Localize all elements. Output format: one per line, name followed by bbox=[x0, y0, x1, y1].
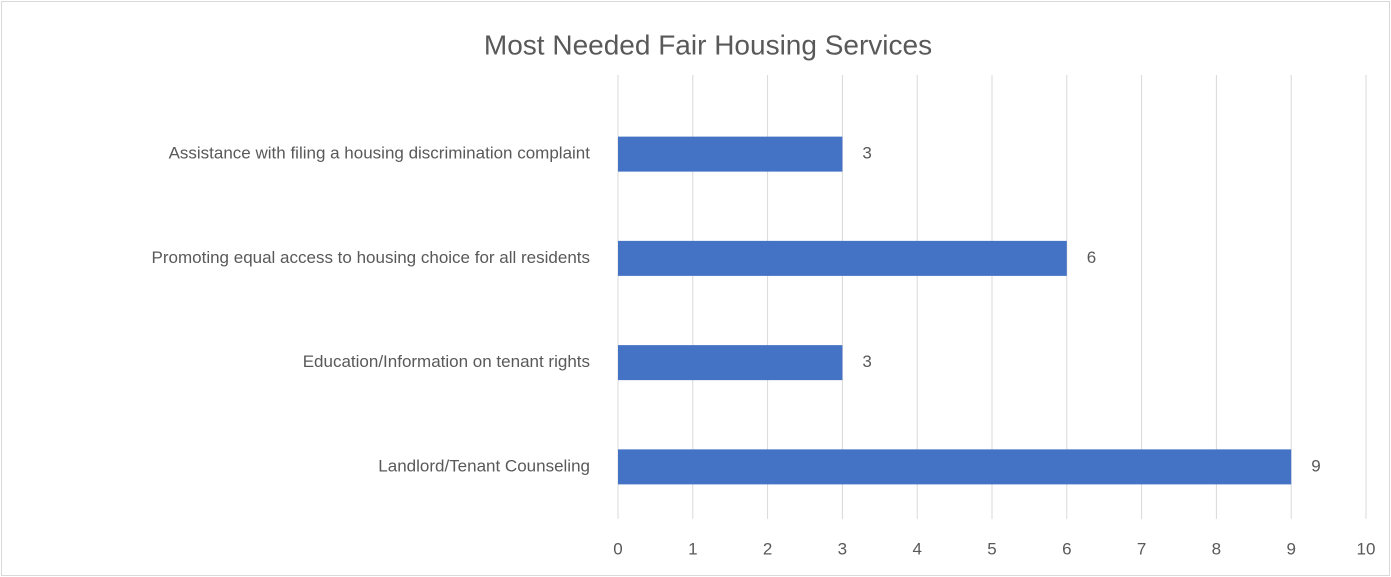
x-tick-label: 4 bbox=[912, 539, 921, 558]
bar bbox=[618, 345, 843, 381]
x-tick-label: 7 bbox=[1137, 539, 1146, 558]
x-tick-label: 6 bbox=[1062, 539, 1071, 558]
x-tick-label: 10 bbox=[1357, 539, 1376, 558]
bar bbox=[618, 136, 843, 172]
x-tick-label: 5 bbox=[987, 539, 996, 558]
data-label: 3 bbox=[862, 352, 871, 371]
data-label: 6 bbox=[1087, 248, 1096, 267]
data-label: 9 bbox=[1311, 456, 1320, 475]
x-tick-label: 1 bbox=[688, 539, 697, 558]
y-tick-label: Education/Information on tenant rights bbox=[303, 352, 590, 371]
data-label: 3 bbox=[862, 144, 871, 163]
x-tick-label: 2 bbox=[763, 539, 772, 558]
chart-title: Most Needed Fair Housing Services bbox=[484, 29, 932, 60]
y-tick-label: Promoting equal access to housing choice… bbox=[152, 248, 590, 267]
bar bbox=[618, 449, 1292, 485]
x-tick-label: 8 bbox=[1212, 539, 1221, 558]
y-tick-label: Assistance with filing a housing discrim… bbox=[169, 144, 591, 163]
x-tick-label: 9 bbox=[1286, 539, 1295, 558]
x-tick-label: 3 bbox=[838, 539, 847, 558]
bar bbox=[618, 240, 1067, 276]
x-tick-label: 0 bbox=[613, 539, 622, 558]
y-tick-label: Landlord/Tenant Counseling bbox=[378, 456, 590, 475]
